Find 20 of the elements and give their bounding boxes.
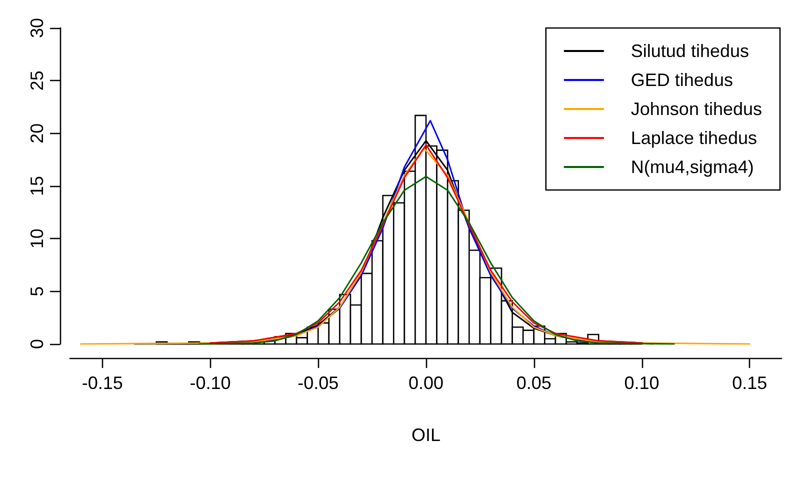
- legend-label: GED tihedus: [630, 70, 733, 90]
- legend-label: Laplace tihedus: [630, 128, 758, 148]
- legend-label: N(mu4,sigma4): [630, 157, 754, 177]
- y-tick-label: 30: [27, 18, 47, 38]
- x-tick-label: 0.00: [408, 373, 444, 393]
- y-tick-label: 15: [27, 176, 47, 196]
- y-tick-label: 5: [27, 286, 47, 296]
- x-tick-label: 0.05: [516, 373, 552, 393]
- x-tick-label: -0.15: [82, 373, 123, 393]
- x-tick-label: 0.10: [624, 373, 660, 393]
- legend-label: Johnson tihedus: [630, 99, 762, 119]
- x-tick-label: -0.05: [298, 373, 339, 393]
- y-tick-label: 10: [27, 228, 47, 249]
- y-tick-label: 0: [27, 338, 47, 350]
- x-tick-label: -0.10: [190, 373, 231, 393]
- legend-label: Silutud tihedus: [630, 41, 749, 61]
- y-tick-label: 25: [27, 70, 47, 91]
- x-tick-label: 0.15: [732, 373, 768, 393]
- x-axis-title: OIL: [411, 425, 441, 445]
- y-tick-label: 20: [27, 123, 47, 144]
